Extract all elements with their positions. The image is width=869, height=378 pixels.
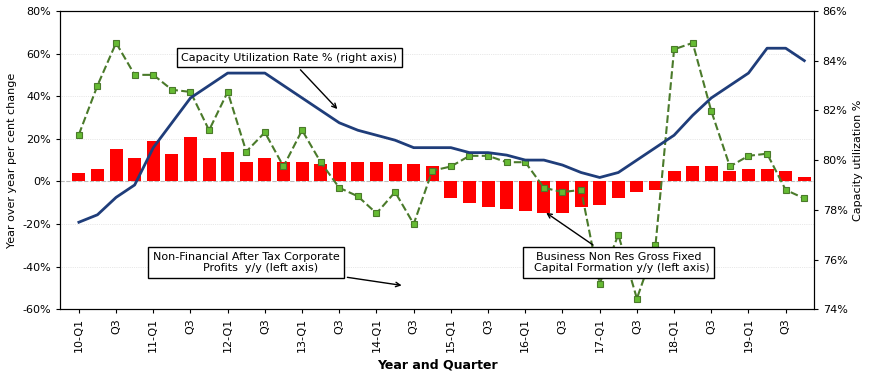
Bar	[295, 162, 308, 181]
Bar	[722, 171, 735, 181]
Text: Business Non Res Gross Fixed
  Capital Formation y/y (left axis): Business Non Res Gross Fixed Capital For…	[527, 214, 709, 273]
Bar	[741, 169, 754, 181]
X-axis label: Year and Quarter: Year and Quarter	[376, 358, 497, 371]
Bar	[630, 181, 643, 192]
Bar	[574, 181, 587, 207]
Bar	[704, 166, 717, 181]
Bar	[444, 181, 457, 198]
Bar	[91, 169, 104, 181]
Bar	[425, 166, 438, 181]
Bar	[648, 181, 661, 190]
Bar	[537, 181, 550, 213]
Bar	[760, 169, 773, 181]
Bar	[555, 181, 568, 213]
Bar	[797, 177, 810, 181]
Bar	[72, 173, 85, 181]
Bar	[221, 152, 234, 181]
Bar	[611, 181, 624, 198]
Bar	[518, 181, 531, 211]
Bar	[258, 158, 271, 181]
Bar	[462, 181, 475, 203]
Bar	[407, 164, 420, 181]
Bar	[332, 162, 345, 181]
Bar	[686, 166, 699, 181]
Bar	[388, 164, 401, 181]
Bar	[109, 149, 123, 181]
Bar	[202, 158, 216, 181]
Bar	[314, 164, 327, 181]
Bar	[369, 162, 382, 181]
Bar	[165, 154, 178, 181]
Y-axis label: Year over year per cent change: Year over year per cent change	[7, 73, 17, 248]
Bar	[276, 162, 289, 181]
Bar	[500, 181, 513, 209]
Bar	[183, 137, 196, 181]
Bar	[481, 181, 494, 207]
Bar	[667, 171, 680, 181]
Bar	[593, 181, 606, 205]
Text: Non-Financial After Tax Corporate
        Profits  y/y (left axis): Non-Financial After Tax Corporate Profit…	[153, 251, 400, 287]
Bar	[147, 141, 160, 181]
Bar	[128, 158, 141, 181]
Bar	[779, 171, 792, 181]
Bar	[240, 162, 253, 181]
Bar	[351, 162, 364, 181]
Y-axis label: Capacity utilization %: Capacity utilization %	[852, 99, 862, 221]
Text: Capacity Utilization Rate % (right axis): Capacity Utilization Rate % (right axis)	[181, 53, 397, 108]
